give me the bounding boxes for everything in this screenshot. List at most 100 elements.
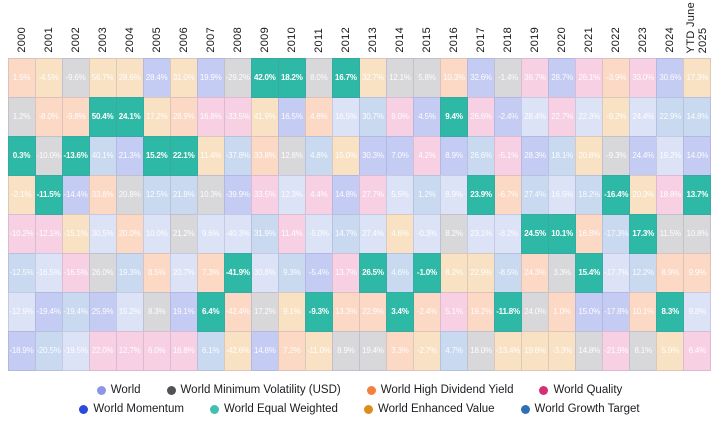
cell-2014-world[interactable]: 5.5% bbox=[385, 174, 414, 215]
cell-2002-momentum[interactable]: -14.4% bbox=[61, 174, 90, 215]
cell-2014-value[interactable]: 4.6% bbox=[385, 213, 414, 254]
cell-2010-minvol[interactable]: 12.8% bbox=[277, 135, 306, 176]
cell-2020-hdy[interactable]: 1.0% bbox=[548, 291, 577, 332]
cell-2018-growth[interactable]: -8.5% bbox=[494, 252, 523, 293]
cell-2013-value[interactable]: 32.7% bbox=[358, 57, 387, 98]
cell-2021-world[interactable]: 22.3% bbox=[575, 96, 604, 137]
cell-2005-quality[interactable]: 6.0% bbox=[142, 330, 171, 371]
cell-2017-world[interactable]: 23.1% bbox=[467, 213, 496, 254]
cell-2015-growth[interactable]: 1.2% bbox=[412, 174, 441, 215]
cell-2009-momentum[interactable]: 14.8% bbox=[250, 330, 279, 371]
legend-item-value[interactable]: World Enhanced Value bbox=[363, 403, 495, 415]
cell-2007-minvol[interactable]: 10.3% bbox=[196, 174, 225, 215]
cell-2001-value[interactable]: -4.5% bbox=[34, 57, 63, 98]
cell-2012-hdy[interactable]: 13.3% bbox=[331, 291, 360, 332]
cell-2004-momentum[interactable]: 21.3% bbox=[115, 135, 144, 176]
cell-2020-growth[interactable]: 18.1% bbox=[548, 135, 577, 176]
cell-2006-value[interactable]: 31.0% bbox=[169, 57, 198, 98]
cell-2012-growth[interactable]: 14.7% bbox=[331, 213, 360, 254]
cell-2009-growth[interactable]: 31.9% bbox=[250, 213, 279, 254]
cell-2019-momentum[interactable]: 28.3% bbox=[521, 135, 550, 176]
cell-2018-eqw[interactable]: -11.8% bbox=[494, 291, 523, 332]
cell-2013-minvol[interactable]: 19.4% bbox=[358, 330, 387, 371]
legend-item-hdy[interactable]: World High Dividend Yield bbox=[366, 384, 513, 396]
cell-2022-quality[interactable]: -21.9% bbox=[602, 330, 631, 371]
cell-2021-minvol[interactable]: 14.8% bbox=[575, 330, 604, 371]
cell-2018-value[interactable]: -13.4% bbox=[494, 330, 523, 371]
cell-2016-value[interactable]: 8.2% bbox=[440, 252, 469, 293]
cell-ytd-june-2025-world[interactable]: 9.8% bbox=[683, 291, 712, 332]
cell-2001-minvol[interactable]: -10.0% bbox=[34, 135, 63, 176]
cell-2003-minvol[interactable]: 26.0% bbox=[88, 252, 117, 293]
cell-2024-minvol[interactable]: 11.5% bbox=[656, 213, 685, 254]
legend-item-minvol[interactable]: World Minimum Volatility (USD) bbox=[166, 384, 341, 396]
cell-2022-minvol[interactable]: -9.3% bbox=[602, 135, 631, 176]
cell-2008-growth[interactable]: -37.8% bbox=[223, 135, 252, 176]
cell-2003-momentum[interactable]: 25.9% bbox=[88, 291, 117, 332]
cell-2007-momentum[interactable]: 19.9% bbox=[196, 57, 225, 98]
cell-2023-minvol[interactable]: 8.1% bbox=[629, 330, 658, 371]
cell-2009-value[interactable]: 41.9% bbox=[250, 96, 279, 137]
cell-2004-quality[interactable]: 12.7% bbox=[115, 330, 144, 371]
legend-item-eqw[interactable]: World Equal Weighted bbox=[209, 403, 338, 415]
cell-2010-value[interactable]: 9.1% bbox=[277, 291, 306, 332]
cell-2011-quality[interactable]: 4.4% bbox=[304, 174, 333, 215]
cell-2006-growth[interactable]: 21.8% bbox=[169, 174, 198, 215]
cell-2011-world[interactable]: -5.0% bbox=[304, 213, 333, 254]
cell-2010-quality[interactable]: 11.4% bbox=[277, 213, 306, 254]
cell-2024-value[interactable]: 5.9% bbox=[656, 330, 685, 371]
cell-2019-minvol[interactable]: 24.0% bbox=[521, 291, 550, 332]
cell-2008-quality[interactable]: -33.5% bbox=[223, 96, 252, 137]
cell-ytd-june-2025-minvol[interactable]: 10.8% bbox=[683, 213, 712, 254]
cell-2023-world[interactable]: 24.4% bbox=[629, 96, 658, 137]
cell-2001-momentum[interactable]: -19.4% bbox=[34, 291, 63, 332]
cell-2003-quality[interactable]: 22.0% bbox=[88, 330, 117, 371]
cell-2017-growth[interactable]: 26.6% bbox=[467, 135, 496, 176]
cell-2001-hdy[interactable]: -8.0% bbox=[34, 96, 63, 137]
cell-2001-eqw[interactable]: -11.5% bbox=[34, 174, 63, 215]
legend-item-world[interactable]: World bbox=[96, 384, 141, 396]
cell-2011-hdy[interactable]: 4.8% bbox=[304, 96, 333, 137]
cell-2013-world[interactable]: 27.4% bbox=[358, 213, 387, 254]
cell-2019-quality[interactable]: 36.7% bbox=[521, 57, 550, 98]
cell-2001-world[interactable]: -16.5% bbox=[34, 252, 63, 293]
cell-2003-world[interactable]: 30.5% bbox=[88, 213, 117, 254]
cell-2020-value[interactable]: -3.3% bbox=[548, 330, 577, 371]
cell-2009-eqw[interactable]: 42.0% bbox=[250, 57, 279, 98]
cell-2015-minvol[interactable]: 5.8% bbox=[412, 57, 441, 98]
cell-2015-world[interactable]: -0.3% bbox=[412, 213, 441, 254]
cell-2019-hdy[interactable]: 24.3% bbox=[521, 252, 550, 293]
cell-2024-growth[interactable]: 22.9% bbox=[656, 96, 685, 137]
cell-2012-eqw[interactable]: 16.7% bbox=[331, 57, 360, 98]
cell-2006-momentum[interactable]: 19.1% bbox=[169, 291, 198, 332]
cell-2001-growth[interactable]: -20.5% bbox=[34, 330, 63, 371]
cell-ytd-june-2025-momentum[interactable]: 14.0% bbox=[683, 135, 712, 176]
cell-2016-world[interactable]: 8.9% bbox=[440, 174, 469, 215]
cell-2007-eqw[interactable]: 6.4% bbox=[196, 291, 225, 332]
cell-2011-value[interactable]: -11.0% bbox=[304, 330, 333, 371]
cell-ytd-june-2025-value[interactable]: 17.3% bbox=[683, 57, 712, 98]
cell-2012-value[interactable]: 15.0% bbox=[331, 135, 360, 176]
cell-2018-momentum[interactable]: -2.4% bbox=[494, 96, 523, 137]
cell-2017-momentum[interactable]: 32.6% bbox=[467, 57, 496, 98]
cell-2001-quality[interactable]: -12.1% bbox=[34, 213, 63, 254]
cell-2002-eqw[interactable]: -13.6% bbox=[61, 135, 90, 176]
cell-2006-quality[interactable]: 16.8% bbox=[169, 330, 198, 371]
cell-2016-momentum[interactable]: 8.9% bbox=[440, 135, 469, 176]
cell-2005-value[interactable]: 17.2% bbox=[142, 96, 171, 137]
cell-2015-eqw[interactable]: -1.0% bbox=[412, 252, 441, 293]
cell-2004-growth[interactable]: 19.3% bbox=[115, 252, 144, 293]
cell-2019-value[interactable]: 19.8% bbox=[521, 330, 550, 371]
cell-2009-hdy[interactable]: 33.8% bbox=[250, 135, 279, 176]
cell-2013-hdy[interactable]: 22.9% bbox=[358, 291, 387, 332]
cell-2000-momentum[interactable]: -18.9% bbox=[7, 330, 36, 371]
cell-2016-quality[interactable]: 5.1% bbox=[440, 291, 469, 332]
cell-2022-value[interactable]: -9.2% bbox=[602, 96, 631, 137]
cell-2015-value[interactable]: -2.7% bbox=[412, 330, 441, 371]
cell-2010-growth[interactable]: 9.3% bbox=[277, 252, 306, 293]
cell-2006-world[interactable]: 20.7% bbox=[169, 252, 198, 293]
cell-2002-value[interactable]: -15.1% bbox=[61, 213, 90, 254]
cell-2005-hdy[interactable]: 8.5% bbox=[142, 252, 171, 293]
cell-2000-hdy[interactable]: 1.5% bbox=[7, 57, 36, 98]
cell-2002-world[interactable]: -19.5% bbox=[61, 330, 90, 371]
